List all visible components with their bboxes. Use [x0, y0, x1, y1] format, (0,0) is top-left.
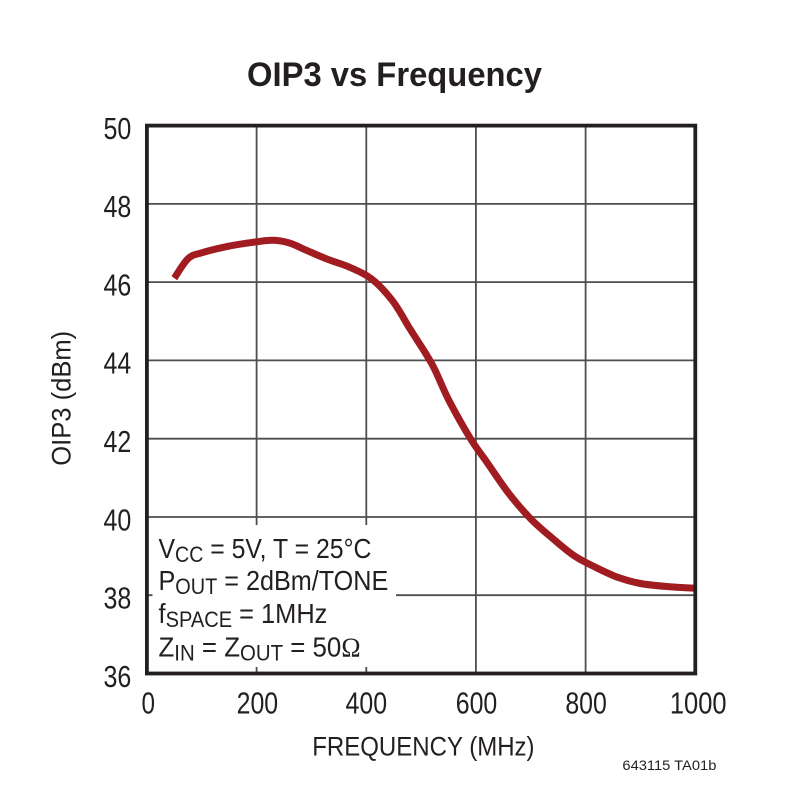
- svg-text:643115 TA01b: 643115 TA01b: [622, 758, 716, 773]
- svg-text:800: 800: [565, 686, 607, 721]
- svg-text:42: 42: [104, 424, 132, 459]
- svg-text:0: 0: [141, 686, 155, 721]
- svg-text:OIP3 (dBm): OIP3 (dBm): [47, 331, 77, 466]
- svg-text:48: 48: [104, 189, 132, 224]
- svg-text:fSPACE = 1MHz: fSPACE = 1MHz: [159, 598, 328, 632]
- svg-text:1000: 1000: [670, 686, 727, 721]
- svg-text:50: 50: [104, 111, 132, 146]
- svg-text:46: 46: [104, 267, 132, 302]
- svg-text:600: 600: [456, 686, 498, 721]
- svg-text:44: 44: [104, 346, 132, 381]
- svg-text:FREQUENCY (MHz): FREQUENCY (MHz): [312, 732, 534, 762]
- svg-text:38: 38: [104, 581, 132, 616]
- svg-text:200: 200: [237, 686, 279, 721]
- svg-text:400: 400: [346, 686, 388, 721]
- svg-text:36: 36: [104, 659, 132, 694]
- svg-text:OIP3 vs Frequency: OIP3 vs Frequency: [247, 56, 542, 94]
- svg-text:40: 40: [104, 502, 132, 537]
